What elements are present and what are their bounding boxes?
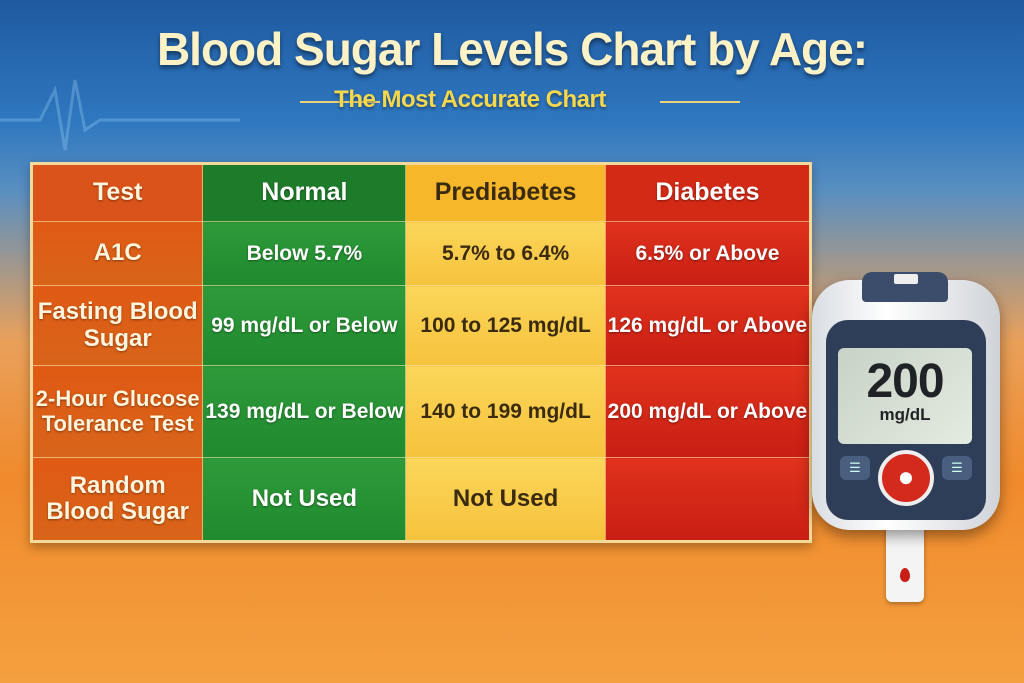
cell-diabetes: 126 mg/dL or Above	[604, 285, 812, 366]
meter-cap-highlight	[894, 274, 918, 284]
header-normal: Normal	[202, 163, 407, 222]
table-row: Fasting Blood Sugar 99 mg/dL or Below 10…	[30, 285, 812, 366]
meter-unit: mg/dL	[879, 405, 931, 424]
page-subtitle: The Most Accurate Chart	[334, 86, 606, 113]
cell-normal: 99 mg/dL or Below	[202, 285, 407, 366]
header-prediabetes: Prediabetes	[405, 163, 606, 222]
menu-button-icon: ☰	[840, 456, 870, 480]
cell-test: Random Blood Sugar	[30, 457, 204, 542]
glucose-meter-illustration: 200 mg/dL ☰ ☰ ●	[812, 272, 1000, 530]
cell-prediabetes: 100 to 125 mg/dL	[405, 285, 606, 366]
header-diabetes: Diabetes	[604, 163, 812, 222]
page-title: Blood Sugar Levels Chart by Age:	[156, 23, 868, 75]
blood-drop-icon	[900, 568, 910, 582]
cell-normal: Not Used	[202, 457, 407, 542]
cell-test: Fasting Blood Sugar	[30, 285, 204, 366]
header-test: Test	[30, 163, 204, 222]
divider	[660, 101, 740, 103]
meter-reading: 200	[866, 355, 944, 408]
table-row: Random Blood Sugar Not Used Not Used	[30, 457, 812, 542]
cell-diabetes	[604, 457, 812, 542]
divider	[300, 101, 380, 103]
test-strip	[886, 522, 924, 602]
cell-test: 2-Hour Glucose Tolerance Test	[30, 365, 204, 458]
cell-diabetes: 6.5% or Above	[604, 221, 812, 286]
cell-test: A1C	[30, 221, 204, 286]
table-row: A1C Below 5.7% 5.7% to 6.4% 6.5% or Abov…	[30, 221, 812, 286]
cell-prediabetes: 5.7% to 6.4%	[405, 221, 606, 286]
cell-normal: Below 5.7%	[202, 221, 407, 286]
blood-drop-icon: ●	[878, 450, 934, 506]
blood-sugar-table: Test Normal Prediabetes Diabetes A1C Bel…	[30, 162, 812, 543]
cell-normal: 139 mg/dL or Below	[202, 365, 407, 458]
cell-prediabetes: Not Used	[405, 457, 606, 542]
menu-button-icon: ☰	[942, 456, 972, 480]
meter-screen: 200 mg/dL	[838, 348, 972, 444]
table-header-row: Test Normal Prediabetes Diabetes	[30, 163, 812, 222]
table-row: 2-Hour Glucose Tolerance Test 139 mg/dL …	[30, 365, 812, 458]
cell-diabetes: 200 mg/dL or Above	[604, 365, 812, 458]
ekg-line-decoration	[0, 79, 240, 151]
cell-prediabetes: 140 to 199 mg/dL	[405, 365, 606, 458]
